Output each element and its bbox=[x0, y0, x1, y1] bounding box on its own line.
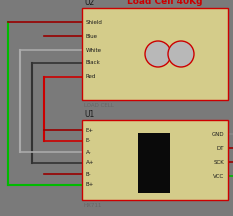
Text: GND: GND bbox=[211, 132, 224, 137]
Text: Black: Black bbox=[86, 60, 101, 65]
Text: U2: U2 bbox=[84, 0, 94, 7]
Circle shape bbox=[145, 41, 171, 67]
Text: A-: A- bbox=[86, 149, 92, 154]
Text: DT: DT bbox=[216, 146, 224, 151]
Text: Blue: Blue bbox=[86, 33, 98, 38]
Text: LOAD CELL: LOAD CELL bbox=[84, 103, 114, 108]
Text: SCK: SCK bbox=[213, 159, 224, 165]
Text: HX711: HX711 bbox=[84, 203, 102, 208]
Text: White: White bbox=[86, 48, 102, 52]
Text: Red: Red bbox=[86, 75, 96, 79]
Text: B-: B- bbox=[86, 172, 92, 176]
Text: E+: E+ bbox=[86, 127, 94, 132]
Text: Load Cell 40Kg: Load Cell 40Kg bbox=[127, 0, 202, 6]
Text: E-: E- bbox=[86, 138, 91, 143]
Text: U1: U1 bbox=[84, 110, 94, 119]
Circle shape bbox=[168, 41, 194, 67]
Text: Shield: Shield bbox=[86, 19, 103, 24]
Text: A+: A+ bbox=[86, 160, 95, 165]
FancyBboxPatch shape bbox=[82, 8, 228, 100]
Text: B+: B+ bbox=[86, 183, 94, 187]
FancyBboxPatch shape bbox=[138, 133, 170, 193]
FancyBboxPatch shape bbox=[82, 120, 228, 200]
Text: VCC: VCC bbox=[213, 173, 224, 178]
